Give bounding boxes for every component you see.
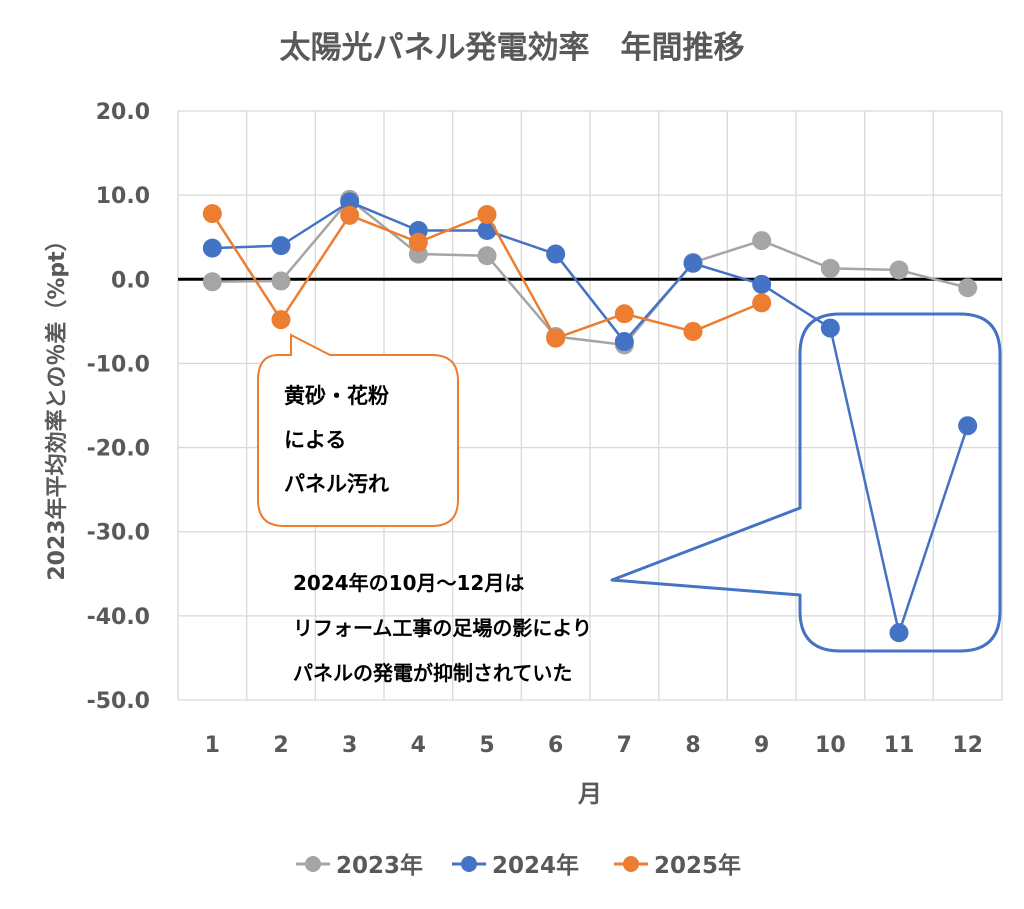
legend-label: 2023年 xyxy=(336,852,423,879)
y-tick-label: -50.0 xyxy=(87,689,150,714)
data-point xyxy=(477,220,497,240)
callout-text-line: パネルの発電が抑制されていた xyxy=(293,661,572,685)
y-tick-label: -20.0 xyxy=(87,437,150,462)
legend-item: 2024年 xyxy=(452,852,579,879)
x-tick-label: 10 xyxy=(815,733,846,758)
x-tick-label: 9 xyxy=(754,733,769,758)
data-point xyxy=(477,246,497,266)
callout-text-line: による xyxy=(284,428,346,452)
data-point xyxy=(546,328,566,348)
x-tick-label: 5 xyxy=(479,733,494,758)
series-line xyxy=(212,200,969,634)
x-tick-label: 12 xyxy=(952,733,983,758)
data-point xyxy=(340,205,360,225)
callout-box xyxy=(257,333,459,527)
data-point xyxy=(752,293,772,313)
data-point xyxy=(614,332,634,352)
data-point xyxy=(958,416,978,436)
x-tick-label: 3 xyxy=(342,733,357,758)
data-point xyxy=(202,272,222,292)
legend-marker xyxy=(623,856,639,872)
data-point xyxy=(202,204,222,224)
axes: 20.010.00.0-10.0-20.0-30.0-40.0-50.01 2 3 4… xyxy=(87,100,1002,758)
callout-text-line: パネル汚れ xyxy=(284,472,389,496)
x-tick-label: 11 xyxy=(884,733,915,758)
annotations: 黄砂・花粉によるパネル汚れ2024年の10月～12月はリフォーム工事の足場の影に… xyxy=(257,312,1002,685)
x-tick-label: 2 xyxy=(273,733,288,758)
series-lines xyxy=(202,189,978,643)
data-point xyxy=(820,318,840,338)
data-point xyxy=(820,258,840,278)
callout-text-line: 黄砂・花粉 xyxy=(284,384,389,408)
data-point xyxy=(683,321,703,341)
data-point xyxy=(271,236,291,256)
y-tick-label: -40.0 xyxy=(87,605,150,630)
callout-text-line: 2024年の10月～12月は xyxy=(293,571,524,595)
data-point xyxy=(408,232,428,252)
data-point xyxy=(752,231,772,251)
data-point xyxy=(202,238,222,258)
data-point xyxy=(614,304,634,324)
y-tick-label: 20.0 xyxy=(96,100,150,125)
data-point xyxy=(271,271,291,291)
callout-box xyxy=(610,312,1002,653)
series-2024年 xyxy=(202,192,978,643)
x-axis-label: 月 xyxy=(577,780,602,808)
legend-marker xyxy=(461,856,477,872)
data-point xyxy=(546,244,566,264)
y-tick-label: 0.0 xyxy=(111,268,150,293)
y-tick-label: 10.0 xyxy=(96,184,150,209)
series-2025年 xyxy=(202,204,772,348)
data-point xyxy=(958,278,978,298)
legend-item: 2025年 xyxy=(614,852,741,879)
data-point xyxy=(752,274,772,294)
x-tick-label: 1 xyxy=(205,733,220,758)
data-point xyxy=(889,623,909,643)
legend-marker xyxy=(305,856,321,872)
data-point xyxy=(889,260,909,280)
y-axis-label: 2023年平均効率との％差（%pt） xyxy=(44,229,70,580)
data-point xyxy=(477,204,497,224)
y-tick-label: -10.0 xyxy=(87,352,150,377)
data-point xyxy=(683,253,703,273)
data-point xyxy=(271,310,291,330)
legend: 2023年 2024年 2025年 xyxy=(296,852,741,879)
x-tick-label: 4 xyxy=(411,733,426,758)
y-tick-label: -30.0 xyxy=(87,521,150,546)
x-tick-label: 8 xyxy=(685,733,700,758)
grid-lines xyxy=(177,110,1003,701)
callout-reform: 2024年の10月～12月はリフォーム工事の足場の影によりパネルの発電が抑制され… xyxy=(293,312,1002,685)
x-tick-label: 6 xyxy=(548,733,563,758)
legend-label: 2024年 xyxy=(492,852,579,879)
chart-title: 太陽光パネル発電効率 年間推移 xyxy=(280,30,745,66)
series-line xyxy=(212,198,968,347)
legend-item: 2023年 xyxy=(296,852,423,879)
legend-label: 2025年 xyxy=(654,852,741,879)
data-point xyxy=(340,192,360,212)
callout-text-line: リフォーム工事の足場の影により xyxy=(293,616,592,640)
x-tick-label: 7 xyxy=(617,733,632,758)
